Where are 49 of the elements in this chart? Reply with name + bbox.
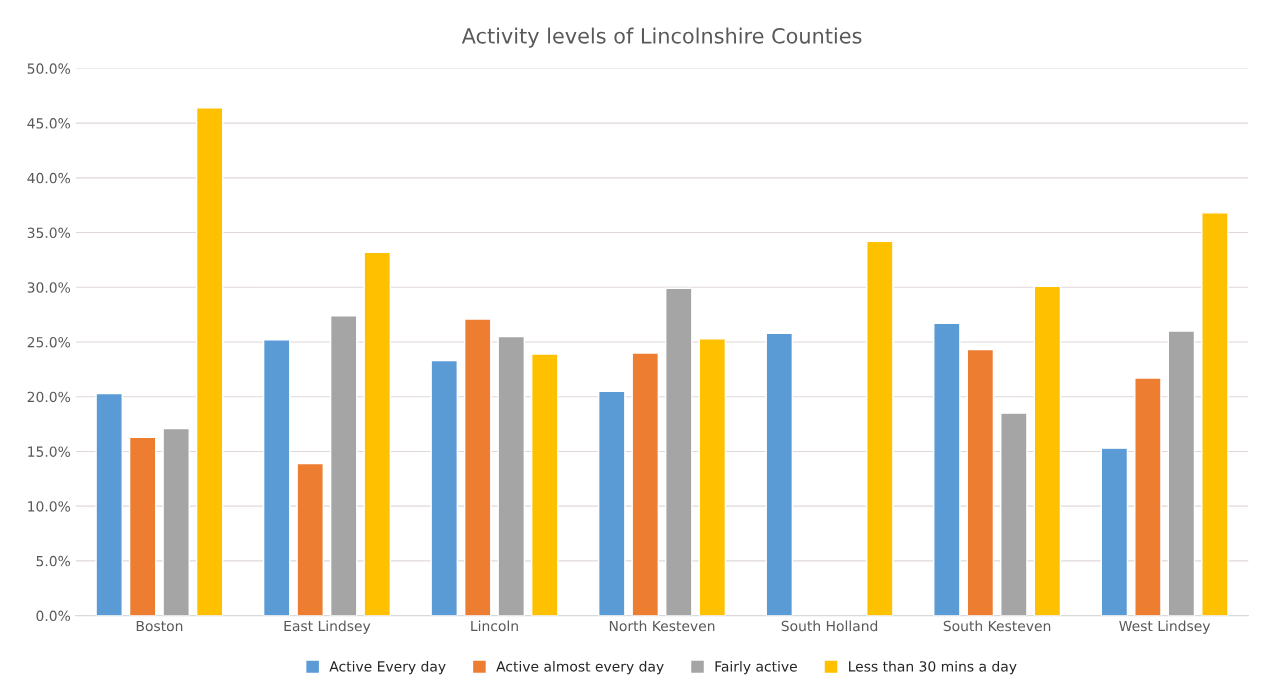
y-tick-label: 40.0% xyxy=(27,172,71,184)
bar xyxy=(698,338,727,616)
bar xyxy=(1000,412,1028,616)
bar xyxy=(1134,377,1162,616)
legend-label: Fairly active xyxy=(715,660,797,675)
y-tick-label: 45.0% xyxy=(27,118,71,129)
bar xyxy=(866,240,894,616)
bar xyxy=(966,348,995,616)
bar xyxy=(1167,330,1196,616)
bar xyxy=(329,315,358,616)
legend-label: Active almost every day xyxy=(496,660,664,675)
x-tick-label: South Holland xyxy=(781,620,878,632)
bar xyxy=(363,251,391,616)
y-tick-label: 0.0% xyxy=(36,610,71,622)
bar xyxy=(463,318,492,616)
bar xyxy=(665,287,693,616)
bar xyxy=(598,390,626,616)
bar xyxy=(1201,212,1229,616)
bar xyxy=(262,339,291,616)
y-tick-label: 50.0% xyxy=(27,63,71,74)
bar xyxy=(128,436,157,616)
y-tick-label: 20.0% xyxy=(27,391,71,403)
bar xyxy=(95,392,123,616)
bar xyxy=(497,335,526,616)
y-tick-label: 30.0% xyxy=(27,282,71,293)
x-tick-label: Boston xyxy=(136,620,183,632)
chart-title: Activity levels of Lincolnshire Counties xyxy=(461,27,862,48)
bar xyxy=(933,322,961,616)
y-tick-label: 15.0% xyxy=(28,446,71,457)
bar xyxy=(1100,447,1129,616)
x-tick-label: North Kesteven xyxy=(609,620,715,632)
bar xyxy=(430,359,458,616)
bar xyxy=(631,352,660,616)
x-tick-label: West Lindsey xyxy=(1119,620,1211,634)
y-tick-label: 5.0% xyxy=(36,555,71,567)
x-tick-label: Lincoln xyxy=(471,620,518,632)
bar xyxy=(530,353,559,616)
x-tick-label: East Lindsey xyxy=(284,620,371,634)
y-tick-label: 25.0% xyxy=(27,336,71,348)
legend-label: Less than 30 mins a day xyxy=(849,660,1017,675)
bar xyxy=(162,427,190,616)
bar xyxy=(1033,285,1062,616)
y-tick-label: 10.0% xyxy=(28,501,71,512)
bar xyxy=(296,462,324,616)
y-tick-label: 35.0% xyxy=(27,227,71,239)
bar xyxy=(195,107,224,616)
bar xyxy=(765,332,794,616)
legend-label: Active Every day xyxy=(329,660,446,675)
x-tick-label: South Kesteven xyxy=(943,620,1051,632)
